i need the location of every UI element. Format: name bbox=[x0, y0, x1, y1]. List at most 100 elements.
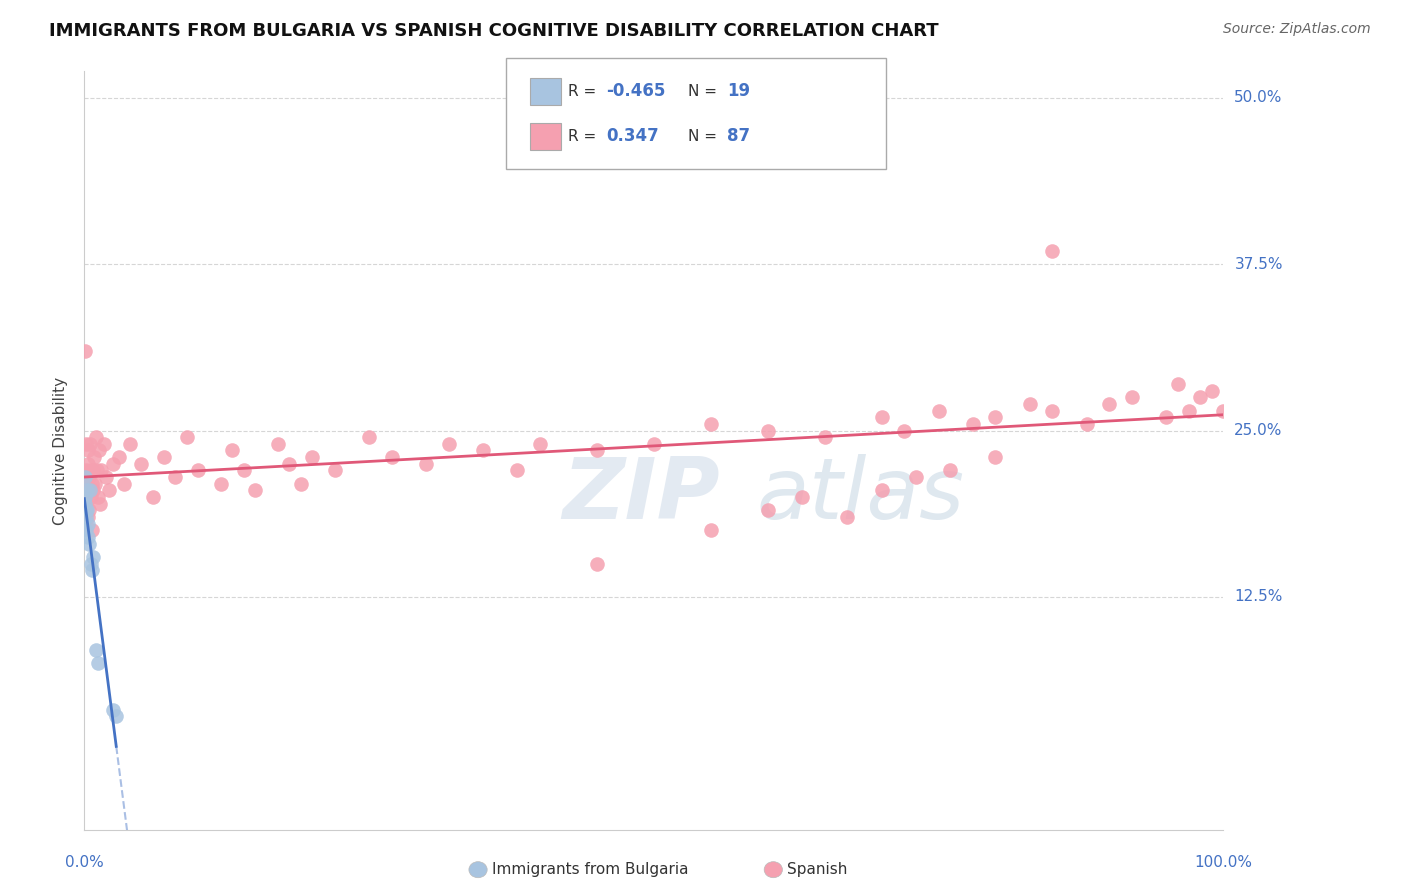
Point bbox=[90, 463, 112, 477]
Point bbox=[80, 557, 103, 571]
Point bbox=[75, 497, 97, 511]
Point bbox=[76, 503, 98, 517]
Point bbox=[82, 523, 104, 537]
Point bbox=[870, 483, 893, 498]
Point bbox=[80, 463, 103, 477]
Text: atlas: atlas bbox=[756, 454, 965, 538]
Point bbox=[82, 563, 104, 577]
Point bbox=[245, 483, 267, 498]
Point bbox=[756, 503, 779, 517]
Point bbox=[98, 483, 121, 498]
Point bbox=[290, 476, 312, 491]
Point bbox=[472, 443, 495, 458]
Point bbox=[700, 523, 723, 537]
Point bbox=[77, 443, 100, 458]
Point bbox=[131, 457, 153, 471]
Point bbox=[75, 343, 97, 358]
Point bbox=[278, 457, 301, 471]
Point bbox=[586, 443, 609, 458]
Point bbox=[187, 463, 209, 477]
Point bbox=[76, 483, 98, 498]
Point bbox=[80, 476, 103, 491]
Point bbox=[1189, 390, 1212, 404]
Point bbox=[209, 476, 232, 491]
Point bbox=[76, 483, 98, 498]
Point bbox=[1156, 410, 1178, 425]
Point bbox=[87, 490, 110, 504]
Text: Source: ZipAtlas.com: Source: ZipAtlas.com bbox=[1223, 22, 1371, 37]
Point bbox=[82, 463, 104, 477]
Point bbox=[83, 450, 105, 464]
Text: N =: N = bbox=[688, 128, 721, 144]
Point bbox=[506, 463, 529, 477]
Point bbox=[904, 470, 927, 484]
Point bbox=[75, 470, 97, 484]
Point bbox=[323, 463, 346, 477]
Text: 12.5%: 12.5% bbox=[1234, 590, 1282, 604]
Point bbox=[1076, 417, 1098, 431]
Point bbox=[118, 437, 141, 451]
Point bbox=[437, 437, 460, 451]
Point bbox=[89, 443, 111, 458]
Point bbox=[75, 437, 97, 451]
Point bbox=[1018, 397, 1040, 411]
Point bbox=[586, 557, 609, 571]
Point bbox=[82, 483, 104, 498]
Point bbox=[94, 470, 117, 484]
Point bbox=[984, 450, 1007, 464]
Point bbox=[939, 463, 962, 477]
Point bbox=[75, 523, 97, 537]
Point bbox=[75, 463, 97, 477]
Text: 37.5%: 37.5% bbox=[1234, 257, 1282, 272]
Point bbox=[893, 424, 915, 438]
Point bbox=[76, 476, 98, 491]
Point bbox=[79, 483, 101, 498]
Point bbox=[1212, 403, 1234, 417]
Point bbox=[79, 437, 101, 451]
Point bbox=[301, 450, 323, 464]
Point bbox=[84, 643, 107, 657]
Point bbox=[75, 490, 97, 504]
Point bbox=[756, 424, 779, 438]
Text: 100.0%: 100.0% bbox=[1194, 855, 1253, 870]
Point bbox=[77, 470, 100, 484]
Text: 0.347: 0.347 bbox=[606, 128, 659, 145]
Point bbox=[837, 510, 859, 524]
Text: R =: R = bbox=[568, 84, 602, 99]
Point bbox=[1178, 403, 1201, 417]
Text: Spanish: Spanish bbox=[787, 863, 848, 877]
Point bbox=[928, 403, 950, 417]
Point bbox=[79, 490, 101, 504]
Text: -0.465: -0.465 bbox=[606, 82, 665, 100]
Text: ZIP: ZIP bbox=[562, 454, 720, 538]
Point bbox=[814, 430, 837, 444]
Text: IMMIGRANTS FROM BULGARIA VS SPANISH COGNITIVE DISABILITY CORRELATION CHART: IMMIGRANTS FROM BULGARIA VS SPANISH COGN… bbox=[49, 22, 939, 40]
Point bbox=[77, 530, 100, 544]
Point bbox=[93, 437, 115, 451]
Point bbox=[1201, 384, 1223, 398]
Point bbox=[107, 450, 129, 464]
Point bbox=[165, 470, 187, 484]
Text: 50.0%: 50.0% bbox=[1234, 90, 1282, 105]
Point bbox=[700, 417, 723, 431]
Point bbox=[142, 490, 165, 504]
Point bbox=[87, 657, 110, 671]
Point bbox=[1121, 390, 1143, 404]
Text: 0.0%: 0.0% bbox=[65, 855, 104, 870]
Point bbox=[75, 510, 97, 524]
Point bbox=[75, 490, 97, 504]
Point bbox=[84, 430, 107, 444]
Point bbox=[101, 457, 124, 471]
Point bbox=[962, 417, 984, 431]
Point bbox=[105, 709, 128, 723]
Point bbox=[381, 450, 404, 464]
Point bbox=[112, 476, 135, 491]
Point bbox=[153, 450, 176, 464]
Text: 87: 87 bbox=[727, 128, 749, 145]
Text: R =: R = bbox=[568, 128, 602, 144]
Point bbox=[76, 510, 98, 524]
Text: N =: N = bbox=[688, 84, 721, 99]
Text: Immigrants from Bulgaria: Immigrants from Bulgaria bbox=[492, 863, 689, 877]
Point bbox=[89, 497, 111, 511]
Point bbox=[77, 536, 100, 550]
